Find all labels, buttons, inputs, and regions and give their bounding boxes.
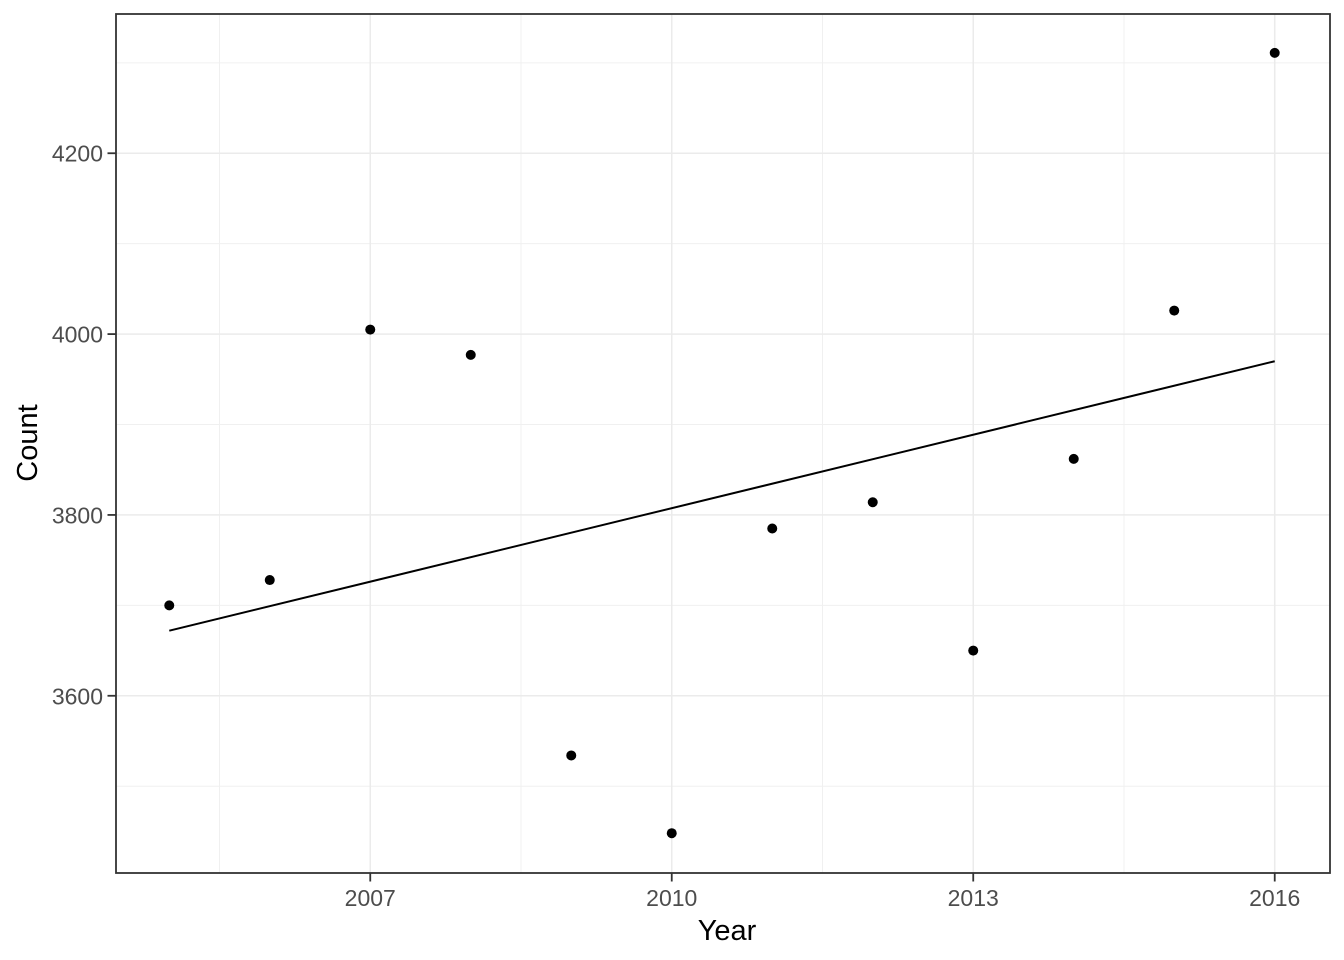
data-point	[867, 497, 878, 508]
data-point	[767, 523, 778, 534]
trend-line	[169, 360, 1275, 632]
data-point	[968, 645, 979, 656]
x-tick-label: 2010	[646, 885, 697, 911]
axis-tick-labels: 2007 2010 2013 2016 3600 3800 4000 4200	[52, 141, 1300, 911]
data-point	[1169, 305, 1180, 316]
y-tick-label: 4200	[52, 141, 103, 167]
panel-border	[115, 13, 1331, 874]
data-points-layer	[164, 47, 1280, 839]
data-point	[365, 324, 376, 335]
x-axis-title: Year	[698, 915, 757, 947]
trend-line-layer	[169, 360, 1275, 632]
y-tick-label: 4000	[52, 322, 103, 348]
data-point	[1269, 47, 1280, 58]
x-tick-label: 2016	[1249, 885, 1300, 911]
data-point	[465, 349, 476, 360]
data-point	[1068, 453, 1079, 464]
x-tick-label: 2007	[345, 885, 396, 911]
data-point	[264, 575, 275, 586]
y-tick-label: 3600	[52, 683, 103, 709]
data-point	[566, 750, 577, 761]
y-axis-title: Count	[12, 404, 44, 481]
major-gridlines	[116, 14, 1330, 873]
data-point	[164, 600, 175, 611]
x-tick-label: 2013	[948, 885, 999, 911]
minor-gridlines	[116, 14, 1330, 873]
axis-tick-marks	[107, 152, 1276, 882]
y-tick-label: 3800	[52, 502, 103, 528]
data-point	[666, 828, 677, 839]
